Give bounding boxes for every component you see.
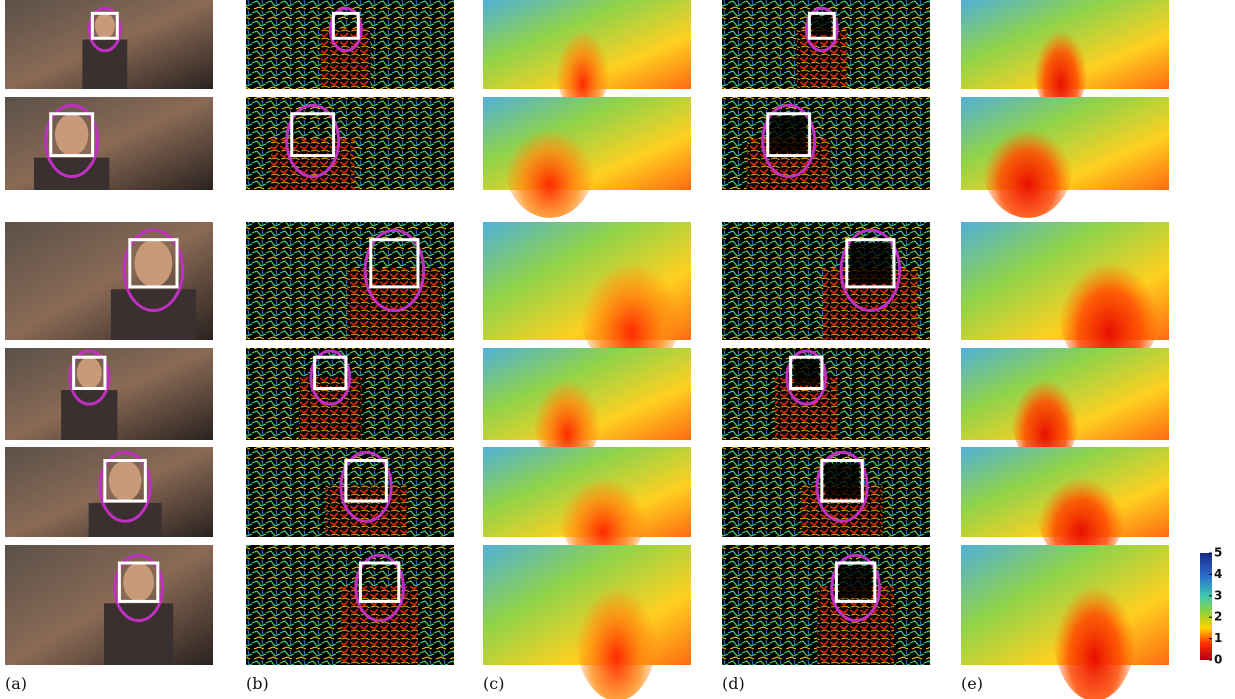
face-dark [825,464,860,499]
head [135,240,173,287]
panel [5,222,213,340]
colorbar-gradient [1200,553,1212,660]
figure-canvas: 0 1 2 3 4 5 (a) (b) (c) (d) (e) [0,0,1235,699]
panel [246,348,454,440]
panel [483,545,691,699]
face-dark [850,243,891,284]
panel [722,222,930,340]
figure: 0 1 2 3 4 5 (a) (b) (c) (d) (e) [0,0,1235,699]
panel [722,0,930,89]
panel [722,97,930,190]
depth-body [1052,557,1136,699]
face-dark [812,16,831,35]
face-dark [794,360,819,385]
colorbar-tick-label: 2 [1214,610,1222,624]
depth-body [574,557,658,699]
column-label: (e) [961,674,983,693]
panel [246,447,454,537]
edge-body [299,376,362,440]
column-label: (c) [483,674,504,693]
panel [5,545,213,665]
head [123,563,154,601]
edge-body [341,586,418,665]
colorbar-tick-label: 4 [1214,567,1222,581]
torso [104,603,173,665]
column-label: (d) [722,674,745,693]
panel [246,0,454,89]
panel [722,545,930,665]
panel [961,545,1169,699]
panel [722,447,930,537]
colorbar-tick-label: 3 [1214,588,1222,602]
panel [246,97,454,190]
colorbar-tick-label: 0 [1214,653,1222,667]
torso [61,390,117,440]
torso [111,289,196,340]
column-label: (b) [246,674,269,693]
colorbar-tick-label: 1 [1214,631,1222,645]
edge-body [271,139,355,190]
panel [5,0,213,89]
head [109,461,141,502]
column-label: (a) [5,674,27,693]
head [77,357,102,388]
edge-body [347,268,441,340]
colorbar-tick-label: 5 [1214,546,1222,560]
head [95,13,115,38]
panel [961,97,1169,218]
panel [722,348,930,440]
torso [82,40,127,89]
head [55,114,88,156]
panel [246,222,454,340]
depth-body [982,106,1074,218]
panel [5,348,213,440]
edge-body [775,376,838,440]
face-dark [771,117,807,153]
panel [5,97,213,190]
panel [5,447,213,537]
panel [483,97,691,218]
colorbar: 0 1 2 3 4 5 [1200,546,1222,667]
face-dark [839,566,871,598]
panel [246,545,454,665]
torso [34,158,109,190]
edge-body [326,485,407,537]
depth-body [504,106,596,218]
